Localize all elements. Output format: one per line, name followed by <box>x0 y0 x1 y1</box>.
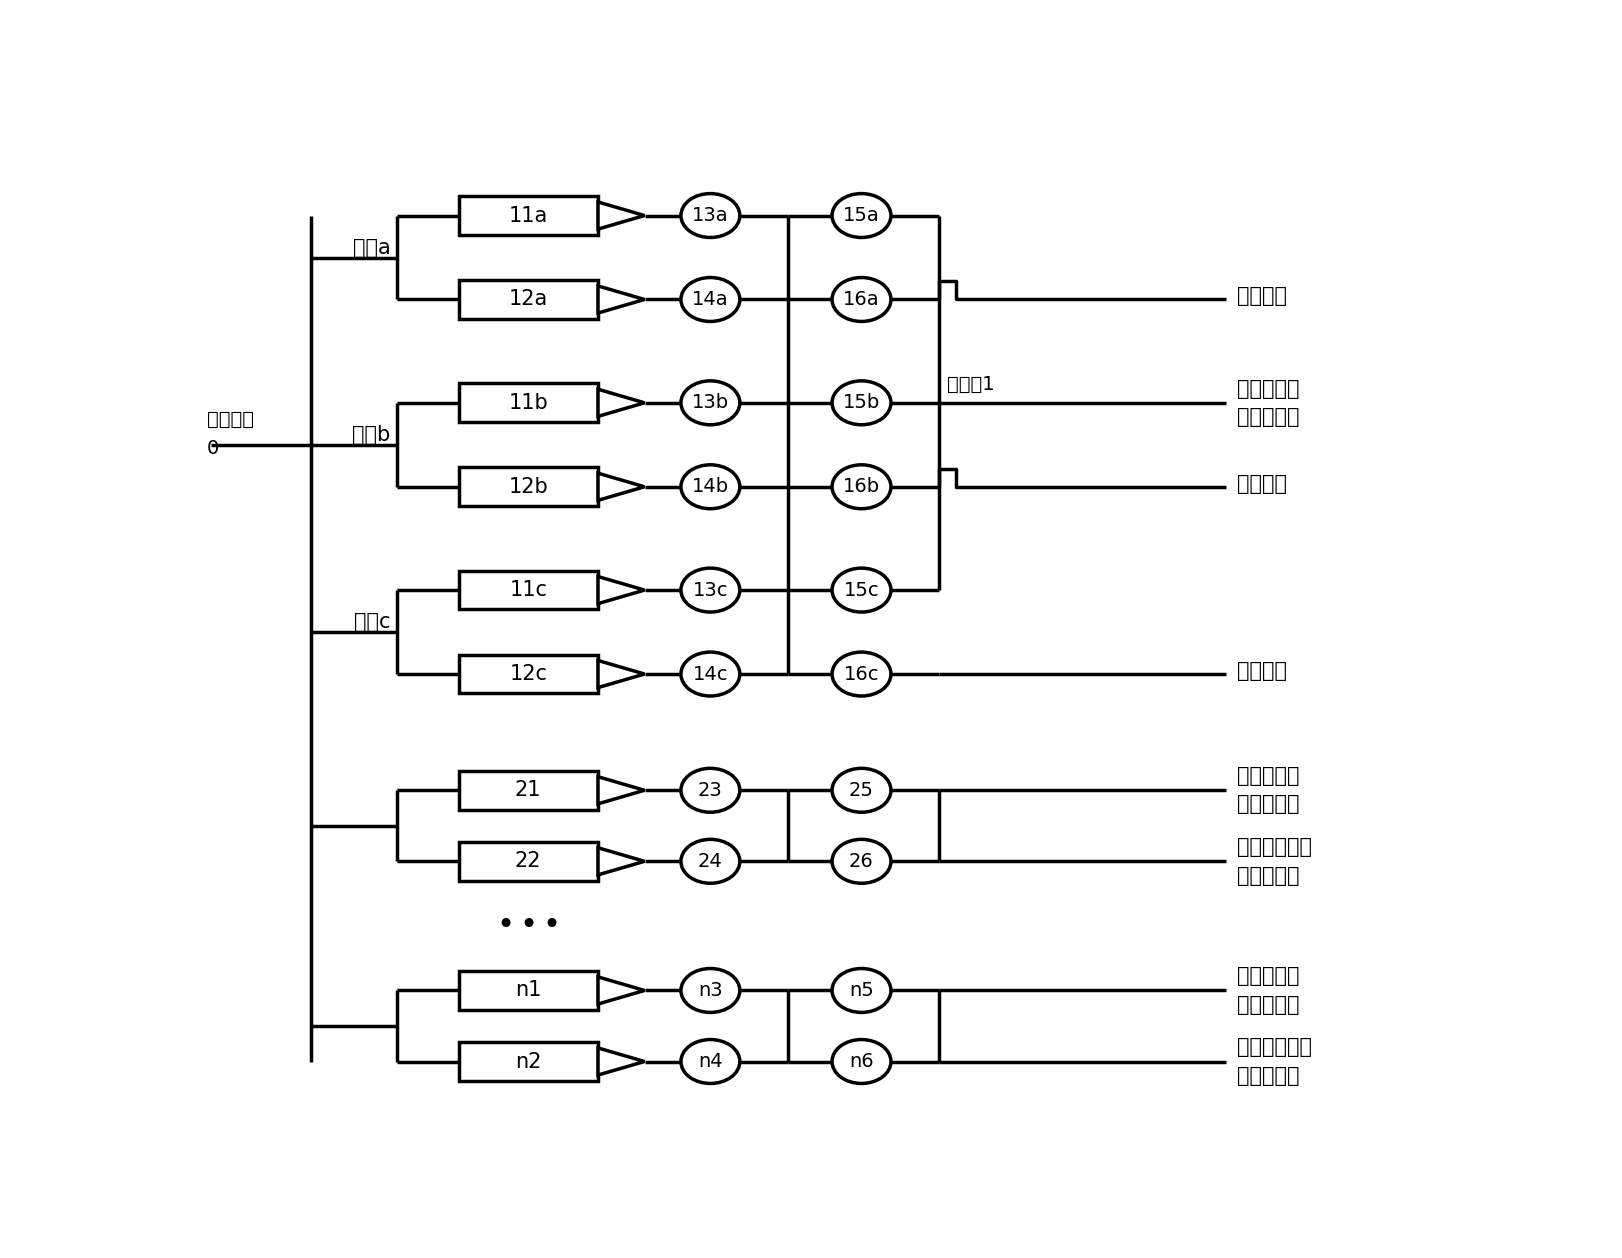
Text: n4: n4 <box>697 1052 723 1071</box>
FancyBboxPatch shape <box>459 384 599 423</box>
Text: 22: 22 <box>516 852 542 872</box>
Ellipse shape <box>832 278 890 322</box>
FancyBboxPatch shape <box>459 842 599 881</box>
FancyBboxPatch shape <box>459 771 599 810</box>
Text: 进入生长室: 进入生长室 <box>1238 795 1299 814</box>
Ellipse shape <box>832 381 890 425</box>
Polygon shape <box>599 286 644 313</box>
Text: n1: n1 <box>516 980 542 1000</box>
Text: 23: 23 <box>697 781 723 800</box>
Ellipse shape <box>681 1039 740 1083</box>
Text: 进入生长室: 进入生长室 <box>1238 995 1299 1015</box>
Text: 0: 0 <box>206 439 219 458</box>
Text: 13c: 13c <box>693 581 728 600</box>
Text: 15b: 15b <box>843 394 881 413</box>
Ellipse shape <box>681 769 740 813</box>
Ellipse shape <box>832 839 890 883</box>
Text: •: • <box>542 911 561 941</box>
Text: 16b: 16b <box>843 477 881 496</box>
Text: 交汇点1: 交汇点1 <box>947 375 994 394</box>
Text: 21: 21 <box>516 780 542 800</box>
Text: 第２路气体进: 第２路气体进 <box>1238 837 1312 857</box>
Ellipse shape <box>681 278 740 322</box>
Ellipse shape <box>832 194 890 238</box>
Ellipse shape <box>681 839 740 883</box>
Text: 进入生长室: 进入生长室 <box>1238 408 1299 426</box>
Text: 13b: 13b <box>693 394 728 413</box>
Text: 12a: 12a <box>509 289 548 309</box>
Text: 13a: 13a <box>693 206 728 225</box>
Ellipse shape <box>681 464 740 508</box>
Text: 第２路气体: 第２路气体 <box>1238 766 1299 786</box>
Text: 14a: 14a <box>693 291 728 309</box>
FancyBboxPatch shape <box>459 1042 599 1081</box>
Text: •: • <box>496 911 514 941</box>
Text: 干泵排空: 干泵排空 <box>1238 287 1288 306</box>
Text: 16c: 16c <box>843 664 879 683</box>
Text: 入干泵排空: 入干泵排空 <box>1238 1066 1299 1086</box>
Text: 12c: 12c <box>509 664 547 684</box>
Text: n3: n3 <box>697 981 723 1000</box>
Polygon shape <box>599 203 644 229</box>
Polygon shape <box>599 776 644 804</box>
Text: 11b: 11b <box>508 392 548 413</box>
Text: 第ｎ路气体: 第ｎ路气体 <box>1238 966 1299 986</box>
Polygon shape <box>599 1048 644 1076</box>
Ellipse shape <box>681 381 740 425</box>
Text: 气体入口: 气体入口 <box>206 409 253 429</box>
Text: 支跮a: 支跮a <box>352 238 391 258</box>
Ellipse shape <box>832 569 890 613</box>
Text: 支跮b: 支跮b <box>352 425 391 445</box>
Text: 16a: 16a <box>843 291 879 309</box>
Polygon shape <box>599 576 644 604</box>
Text: 12b: 12b <box>508 477 548 497</box>
Text: 14b: 14b <box>693 477 728 496</box>
Text: 14c: 14c <box>693 664 728 683</box>
Text: 干泵排空: 干泵排空 <box>1238 660 1288 681</box>
FancyBboxPatch shape <box>459 571 599 609</box>
Text: •: • <box>519 911 537 941</box>
Text: 第ｎ路气体进: 第ｎ路气体进 <box>1238 1038 1312 1057</box>
Ellipse shape <box>832 464 890 508</box>
Text: 第１路气体: 第１路气体 <box>1238 379 1299 399</box>
FancyBboxPatch shape <box>459 281 599 318</box>
Polygon shape <box>599 389 644 416</box>
FancyBboxPatch shape <box>459 971 599 1010</box>
Text: 支跮c: 支跮c <box>354 613 391 633</box>
Ellipse shape <box>832 652 890 696</box>
Text: n2: n2 <box>516 1052 542 1072</box>
Text: 15a: 15a <box>843 206 879 225</box>
Text: 干泵排空: 干泵排空 <box>1238 473 1288 493</box>
FancyBboxPatch shape <box>459 196 599 235</box>
Polygon shape <box>599 977 644 1004</box>
Polygon shape <box>599 660 644 688</box>
Text: 26: 26 <box>850 852 874 871</box>
Text: 11c: 11c <box>509 580 547 600</box>
Ellipse shape <box>832 1039 890 1083</box>
Ellipse shape <box>832 769 890 813</box>
FancyBboxPatch shape <box>459 654 599 693</box>
Text: 24: 24 <box>697 852 723 871</box>
Ellipse shape <box>681 194 740 238</box>
Text: n6: n6 <box>850 1052 874 1071</box>
Ellipse shape <box>832 969 890 1013</box>
Ellipse shape <box>681 569 740 613</box>
Polygon shape <box>599 473 644 501</box>
FancyBboxPatch shape <box>459 468 599 506</box>
Text: 25: 25 <box>848 781 874 800</box>
Text: 11a: 11a <box>509 205 548 225</box>
Text: 入干泵排空: 入干泵排空 <box>1238 866 1299 886</box>
Text: n5: n5 <box>850 981 874 1000</box>
Polygon shape <box>599 848 644 874</box>
Ellipse shape <box>681 652 740 696</box>
Ellipse shape <box>681 969 740 1013</box>
Text: 15c: 15c <box>843 581 879 600</box>
